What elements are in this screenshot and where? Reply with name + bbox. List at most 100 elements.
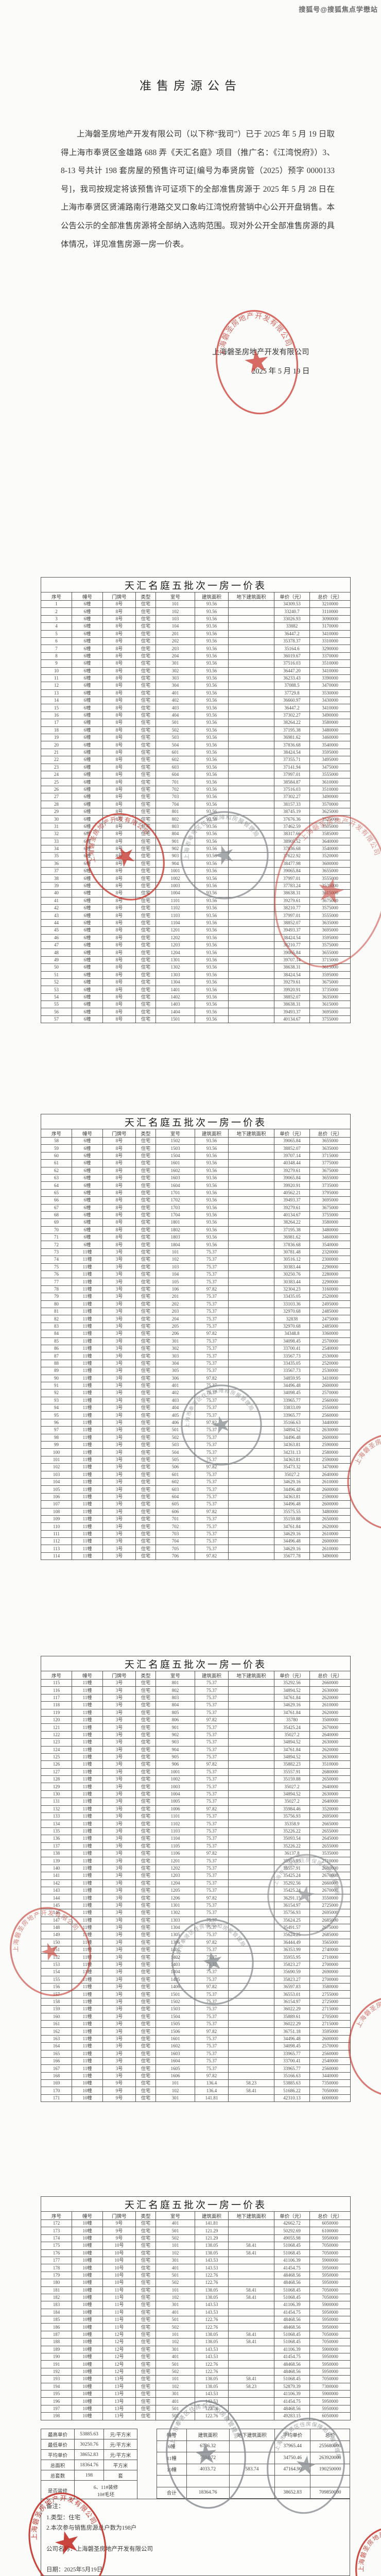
table-cell: 401 (155, 2308, 195, 2317)
table-cell: 38638.31 (274, 889, 310, 897)
table-cell: 196 (41, 2397, 72, 2405)
table-cell: 3555000 (309, 911, 351, 920)
table-cell: 3595000 (309, 748, 351, 757)
table-cell: 2620000 (309, 1522, 351, 1531)
table-cell: 34363.81 (274, 1493, 310, 1501)
table-cell: 3595000 (309, 934, 351, 942)
table-cell: 1403 (155, 1960, 195, 1969)
table-row: 133 11幢 3号 住宅 1101 75.37 35756.93 2695000 (41, 1812, 351, 1821)
table-cell: 304 (155, 1359, 195, 1368)
table-cell: 3号 (102, 1352, 136, 1360)
table-row: 164 11幢 3号 住宅 1602 75.37 34098.45 2570000 (41, 2042, 351, 2050)
table-cell: 49055.98 (274, 2234, 310, 2243)
table-cell (228, 652, 274, 660)
announcement-body: 上海磐圣房地产开发有限公司（以下称“我司”）已于 2025 年 5 月 19 日… (61, 130, 335, 249)
table-cell: 住宅 (135, 1478, 156, 1486)
table-cell: 1003 (155, 1783, 195, 1791)
table-cell: 3号 (102, 1552, 136, 1561)
table-cell: 117 (41, 1693, 72, 1702)
table-cell: 10幢 (72, 2249, 103, 2257)
table-cell: 65 (41, 1189, 72, 1197)
table-cell: 2560000 (309, 1396, 351, 1405)
table-cell (228, 1159, 274, 1167)
signature-company: 上海磐圣房地产开发有限公司 (212, 348, 309, 357)
table-cell: 44 (41, 919, 72, 927)
table-cell: 8号 (102, 689, 136, 698)
table-cell: 73 (41, 1248, 72, 1257)
table-cell: 75.37 (195, 1404, 229, 1412)
table-cell: 34629.16 (274, 1478, 310, 1486)
table-cell: 306 (155, 1374, 195, 1382)
table-cell: 901 (155, 837, 195, 845)
table-cell: 501 (155, 2271, 195, 2280)
table-row: 22 6幢 8号 住宅 602 93.56 37355.71 3495000 (41, 756, 351, 764)
table-cell: 住宅 (135, 1278, 156, 1286)
table-cell: 3号 (102, 1256, 136, 1264)
table-cell: 住宅 (135, 1886, 156, 1895)
table-cell: 住宅 (135, 1849, 156, 1858)
table-cell: 3310000 (309, 637, 351, 646)
table-cell: 住宅 (135, 622, 156, 631)
table-cell: 11幢 (72, 1470, 103, 1479)
table-cell: 91 (41, 1381, 72, 1390)
table-cell: 住宅 (135, 1389, 156, 1397)
table-cell (228, 1753, 274, 1761)
table-cell: 8号 (102, 934, 136, 942)
table-cell: 住宅 (135, 1938, 156, 1947)
table-cell: 住宅 (135, 1001, 156, 1009)
table-row: 80 11幢 3号 住宅 202 75.37 33103.36 2495000 (41, 1300, 351, 1308)
table-cell: 8号 (102, 793, 136, 801)
table-cell: 169 (41, 2079, 72, 2088)
table-row: 5 6幢 8号 住宅 201 93.56 36447.2 3410000 (41, 630, 351, 638)
table-cell: 1001 (155, 1768, 195, 1776)
table-cell: 3575000 (309, 941, 351, 950)
table-cell: 2630000 (309, 1738, 351, 1747)
table-cell (228, 2271, 274, 2280)
table-cell: 75.37 (195, 1322, 229, 1331)
table-cell: 59 (41, 1144, 72, 1153)
column-header: 室号 (155, 2211, 195, 2220)
table-cell: 143.53 (195, 2389, 229, 2398)
table-cell: 75.37 (195, 1731, 229, 1739)
table-cell: 11幢 (72, 1293, 103, 1301)
table-cell: 3号 (102, 1835, 136, 1843)
table-cell: 93.56 (195, 1226, 229, 1234)
table-cell: 6幢 (72, 956, 103, 964)
table-cell: 126 (41, 1760, 72, 1769)
table-cell: 301 (155, 1337, 195, 1345)
table-cell: 33965.77 (274, 2064, 310, 2073)
table-cell: 35889.61 (274, 2012, 310, 2021)
price-table-page-2: 天汇名庭五批次一房一价表 序号 幢号 门牌号 类型 室号 建筑面积 地下建筑面积 单价（元） 总价… (40, 1114, 351, 1561)
table-cell: 301 (155, 2389, 195, 2398)
table-cell: 40134.67 (274, 1015, 310, 1024)
table-cell: 住宅 (135, 2079, 156, 2088)
table-cell: 38477.98 (274, 859, 310, 868)
table-cell: 住宅 (135, 2301, 156, 2309)
table-cell: 2700000 (309, 1960, 351, 1969)
table-cell: 138.05 (195, 2338, 229, 2346)
table-cell (228, 1478, 274, 1486)
table-cell: 1604 (155, 2057, 195, 2065)
price-table-page-3: 天汇名庭五批次一房一价表 序号 幢号 门牌号 类型 室号 建筑面积 地下建筑面积 单价（元） 总价… (40, 1656, 351, 2103)
table-cell: 35491.57 (274, 1923, 310, 1932)
table-cell: 81 (41, 1307, 72, 1316)
table-cell: 3390000 (309, 674, 351, 683)
table-cell: 住宅 (135, 1166, 156, 1175)
table-cell: 189 (41, 2345, 72, 2354)
column-header: 地下建筑面积 (228, 2211, 274, 2220)
table-cell: 53 (41, 986, 72, 994)
table-cell: 11幢 (72, 1396, 103, 1405)
column-header: 总价（元） (309, 592, 351, 601)
table-cell: 6幢 (72, 652, 103, 660)
table-cell: 住宅 (135, 2027, 156, 2036)
table-cell: 3480000 (309, 726, 351, 735)
table-cell (228, 882, 274, 890)
table-cell (228, 1768, 274, 1776)
table-cell: 122.76 (195, 2412, 229, 2420)
table-row: 8 6幢 8号 住宅 204 93.56 36019.67 3370000 (41, 652, 351, 660)
table-cell: 住宅 (135, 800, 156, 808)
table-cell: 8号 (102, 800, 136, 808)
table-cell: 10幢 (72, 2279, 103, 2287)
table-cell: 2640000 (309, 1470, 351, 1479)
table-cell: 108 (41, 1507, 72, 1516)
